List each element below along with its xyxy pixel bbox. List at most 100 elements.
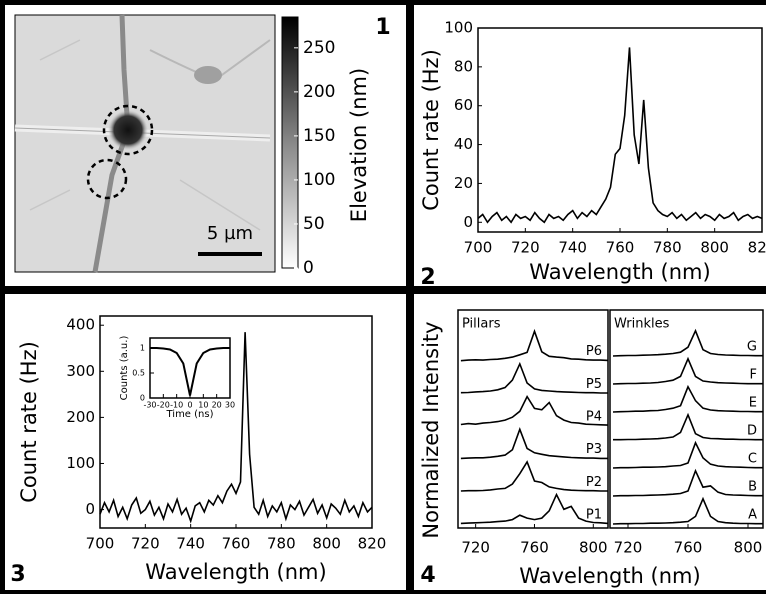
panel-label: 4 xyxy=(420,563,435,588)
spectrum xyxy=(612,496,763,525)
inset-bg xyxy=(150,338,230,398)
x-tick-label: -30 xyxy=(143,401,156,410)
x-tick-label: 760 xyxy=(520,539,549,557)
colorbar-tick-label: 200 xyxy=(303,82,335,102)
y-tick-label: 60 xyxy=(454,96,473,114)
panel-4 xyxy=(414,294,766,590)
y-tick-label: 20 xyxy=(454,174,473,192)
spectrum xyxy=(460,427,608,460)
series-label: P1 xyxy=(586,508,602,523)
x-tick-label: -10 xyxy=(170,401,183,410)
y-axis-label: Count rate (Hz) xyxy=(17,341,41,503)
series-label: A xyxy=(748,508,757,523)
y-tick-label: 100 xyxy=(66,454,95,472)
panel-label: 1 xyxy=(375,15,390,40)
x-tick-label: 740 xyxy=(558,239,587,257)
x-axis-label: Wavelength (nm) xyxy=(145,560,326,584)
y-axis-label: Count rate (Hz) xyxy=(419,49,443,211)
afm-image xyxy=(14,14,276,273)
y-tick-label: 0 xyxy=(463,213,473,231)
spectrum xyxy=(99,332,373,524)
x-tick-label: 760 xyxy=(606,239,635,257)
series-label: P3 xyxy=(586,442,602,457)
series-label: P5 xyxy=(586,377,602,392)
spectrum xyxy=(460,394,609,426)
colorbar-tick-label: 0 xyxy=(303,258,314,278)
spectrum xyxy=(460,492,609,525)
spectrum xyxy=(460,328,609,362)
series-label: F xyxy=(750,368,757,383)
x-tick-label: 700 xyxy=(464,239,493,257)
x-tick-label: 0 xyxy=(187,401,192,410)
y-tick-label: 400 xyxy=(66,316,95,334)
subplot-title: Pillars xyxy=(462,317,501,332)
x-tick-label: 820 xyxy=(748,239,766,257)
series-label: D xyxy=(747,424,757,439)
series-label: P6 xyxy=(586,344,602,359)
x-tick-label: 20 xyxy=(212,401,222,410)
y-tick-label: 200 xyxy=(66,408,95,426)
x-tick-label: 720 xyxy=(131,535,160,553)
spectrum xyxy=(612,328,763,357)
x-tick-label: 780 xyxy=(653,239,682,257)
x-axis-label: Wavelength (nm) xyxy=(519,564,700,588)
inset-y-label: Counts (a.u.) xyxy=(119,336,130,401)
spectrum xyxy=(477,47,763,224)
colorbar-label: Elevation (nm) xyxy=(347,68,371,222)
axes-frame xyxy=(457,309,609,529)
y-tick-label: 40 xyxy=(454,135,473,153)
series-label: P4 xyxy=(586,410,602,425)
axes-frame xyxy=(609,309,764,529)
x-tick-label: 700 xyxy=(86,535,115,553)
x-tick-label: 760 xyxy=(222,535,251,553)
y-axis-label: Normalized Intensity xyxy=(419,321,443,538)
x-tick-label: 800 xyxy=(579,539,608,557)
y-tick-label: 0.5 xyxy=(132,369,145,378)
panel-label: 2 xyxy=(420,265,435,290)
y-tick-label: 0 xyxy=(85,500,95,518)
series-label: G xyxy=(747,340,757,355)
y-tick-label: 300 xyxy=(66,362,95,380)
colorbar-tick-label: 50 xyxy=(303,214,325,234)
colorbar-tick-label: 150 xyxy=(303,126,335,146)
x-tick-label: 800 xyxy=(700,239,729,257)
y-tick-label: 0 xyxy=(140,394,145,403)
colorbar xyxy=(281,16,299,269)
x-tick-label: -20 xyxy=(157,401,170,410)
x-tick-label: 720 xyxy=(461,539,490,557)
panel-2 xyxy=(414,5,766,286)
spectrum xyxy=(460,361,608,394)
series-label: B xyxy=(748,480,757,495)
x-tick-label: 740 xyxy=(176,535,205,553)
spectrum xyxy=(612,356,763,385)
spectrum xyxy=(613,412,763,441)
y-tick-label: 1 xyxy=(140,344,145,353)
x-tick-label: 800 xyxy=(734,539,763,557)
scale-label: 5 µm xyxy=(207,223,253,244)
x-axis-label: Wavelength (nm) xyxy=(529,260,710,284)
x-tick-label: 780 xyxy=(267,535,296,553)
x-tick-label: 760 xyxy=(674,539,703,557)
subplot-title: Wrinkles xyxy=(614,317,670,332)
y-tick-label: 100 xyxy=(444,19,473,37)
series-label: E xyxy=(749,396,757,411)
spectrum xyxy=(612,468,763,497)
inset-x-label: Time (ns) xyxy=(165,409,213,420)
x-tick-label: 30 xyxy=(225,401,235,410)
inset-fit xyxy=(150,347,230,396)
colorbar-tick-label: 250 xyxy=(303,38,335,58)
x-tick-label: 800 xyxy=(312,535,341,553)
series-label: C xyxy=(748,452,757,467)
spectrum xyxy=(612,384,763,413)
x-tick-label: 10 xyxy=(198,401,208,410)
x-tick-label: 720 xyxy=(511,239,540,257)
panel-label: 3 xyxy=(10,562,25,587)
spectrum xyxy=(612,440,763,469)
y-tick-label: 80 xyxy=(454,57,473,75)
x-tick-label: 720 xyxy=(614,539,643,557)
x-tick-label: 820 xyxy=(358,535,387,553)
series-label: P2 xyxy=(586,475,602,490)
spectrum xyxy=(460,460,608,492)
colorbar-tick-label: 100 xyxy=(303,170,335,190)
